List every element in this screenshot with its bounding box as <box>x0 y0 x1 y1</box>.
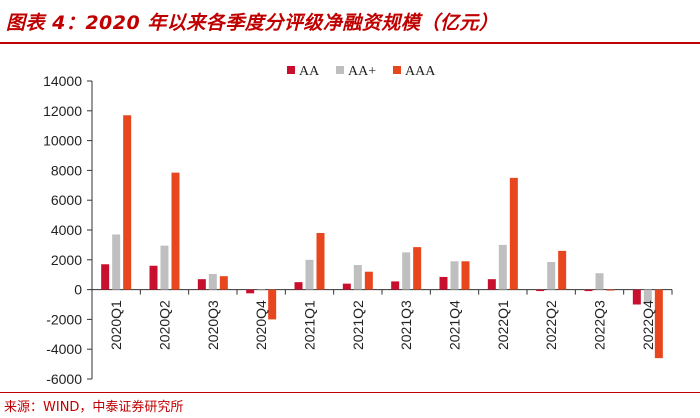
x-tick-label: 2020Q2 <box>157 300 173 350</box>
legend-swatch-aaa <box>393 66 401 74</box>
figure-title: 图表 4：2020 年以来各季度分评级净融资规模（亿元） <box>6 12 499 34</box>
x-tick-label: 2020Q4 <box>253 300 269 350</box>
x-tick-label: 2022Q3 <box>592 300 608 350</box>
bar-aaplus-2022q3 <box>595 273 604 290</box>
footer-divider <box>0 392 700 393</box>
x-tick-label: 2020Q3 <box>205 300 221 350</box>
bar-aaplus-2021q2 <box>353 265 362 290</box>
y-tick-label: -2000 <box>46 311 82 327</box>
y-tick-label: 4000 <box>51 222 82 238</box>
bar-aaa-2021q2 <box>364 271 373 290</box>
source-note: 来源：WIND，中泰证券研究所 <box>4 400 184 415</box>
y-tick-label: 12000 <box>43 103 82 119</box>
bar-aa-2021q3 <box>391 281 400 290</box>
y-tick-label: -4000 <box>46 341 82 357</box>
bar-aaa-2021q4 <box>461 261 470 290</box>
x-tick-label: 2022Q4 <box>640 300 656 350</box>
y-tick-label: 0 <box>74 282 82 298</box>
bar-aaplus-2021q4 <box>450 261 459 290</box>
y-tick-label: -6000 <box>46 371 82 387</box>
bar-aaplus-2022q4 <box>643 289 652 303</box>
bar-aa-2020q1 <box>101 264 110 290</box>
x-tick-label: 2021Q2 <box>350 300 366 350</box>
bar-aa-2022q1 <box>487 279 496 290</box>
bar-aaplus-2020q1 <box>112 234 121 290</box>
bar-aa-2022q2 <box>536 289 545 292</box>
bar-aaplus-2022q1 <box>498 244 507 290</box>
bar-aa-2021q1 <box>294 282 303 290</box>
bar-aaplus-2020q2 <box>160 245 169 290</box>
bar-chart: 14000 12000 10000 8000 6000 4000 2000 0 -2000 -40… <box>43 64 673 387</box>
y-tick-label: 10000 <box>43 133 82 149</box>
y-tick-label: 6000 <box>51 192 82 208</box>
bar-aa-2021q2 <box>342 283 351 290</box>
legend-swatch-aaplus <box>336 66 344 74</box>
y-tick-label: 14000 <box>43 73 82 89</box>
bar-aa-2020q2 <box>149 265 158 290</box>
bar-aaa-2021q1 <box>316 232 325 290</box>
bar-aaplus-2021q1 <box>305 259 314 290</box>
y-tick-label: 8000 <box>51 162 82 178</box>
legend-label-aa: AA <box>299 64 320 79</box>
x-tick-label: 2021Q4 <box>447 300 463 350</box>
title-divider <box>0 42 700 44</box>
bar-aa-2021q4 <box>439 276 448 290</box>
bar-aa-2020q3 <box>197 279 206 290</box>
bar-aaa-2020q1 <box>123 115 132 290</box>
bar-aaa-2022q3 <box>606 289 615 291</box>
bar-aaa-2020q2 <box>171 172 180 290</box>
bar-aaa-2021q3 <box>413 247 422 290</box>
bar-aa-2022q4 <box>632 289 641 305</box>
y-tick-label: 2000 <box>51 252 82 268</box>
x-tick-label: 2022Q2 <box>543 300 559 350</box>
legend-label-aaa: AAA <box>405 64 436 79</box>
x-tick-label: 2021Q1 <box>302 300 318 350</box>
bar-aaplus-2021q3 <box>402 252 411 290</box>
bar-aaa-2022q2 <box>558 250 567 290</box>
bar-aaplus-2022q2 <box>547 262 556 290</box>
x-tick-label: 2020Q1 <box>108 300 124 350</box>
title-bar: 图表 4：2020 年以来各季度分评级净融资规模（亿元） <box>0 0 700 44</box>
x-tick-label: 2021Q3 <box>398 300 414 350</box>
bar-aa-2020q4 <box>246 289 255 294</box>
legend-label-aaplus: AA+ <box>348 64 376 79</box>
bar-aa-2022q3 <box>584 289 593 292</box>
bar-aaplus-2020q3 <box>208 273 217 290</box>
bar-aaplus-2020q4 <box>257 289 266 291</box>
bar-aaa-2020q3 <box>219 276 228 290</box>
bar-aaa-2022q1 <box>509 177 518 290</box>
bar-aaa-2020q4 <box>268 289 277 320</box>
x-tick-label: 2022Q1 <box>495 300 511 350</box>
bar-aaa-2022q4 <box>654 289 663 359</box>
legend-swatch-aa <box>287 66 295 74</box>
